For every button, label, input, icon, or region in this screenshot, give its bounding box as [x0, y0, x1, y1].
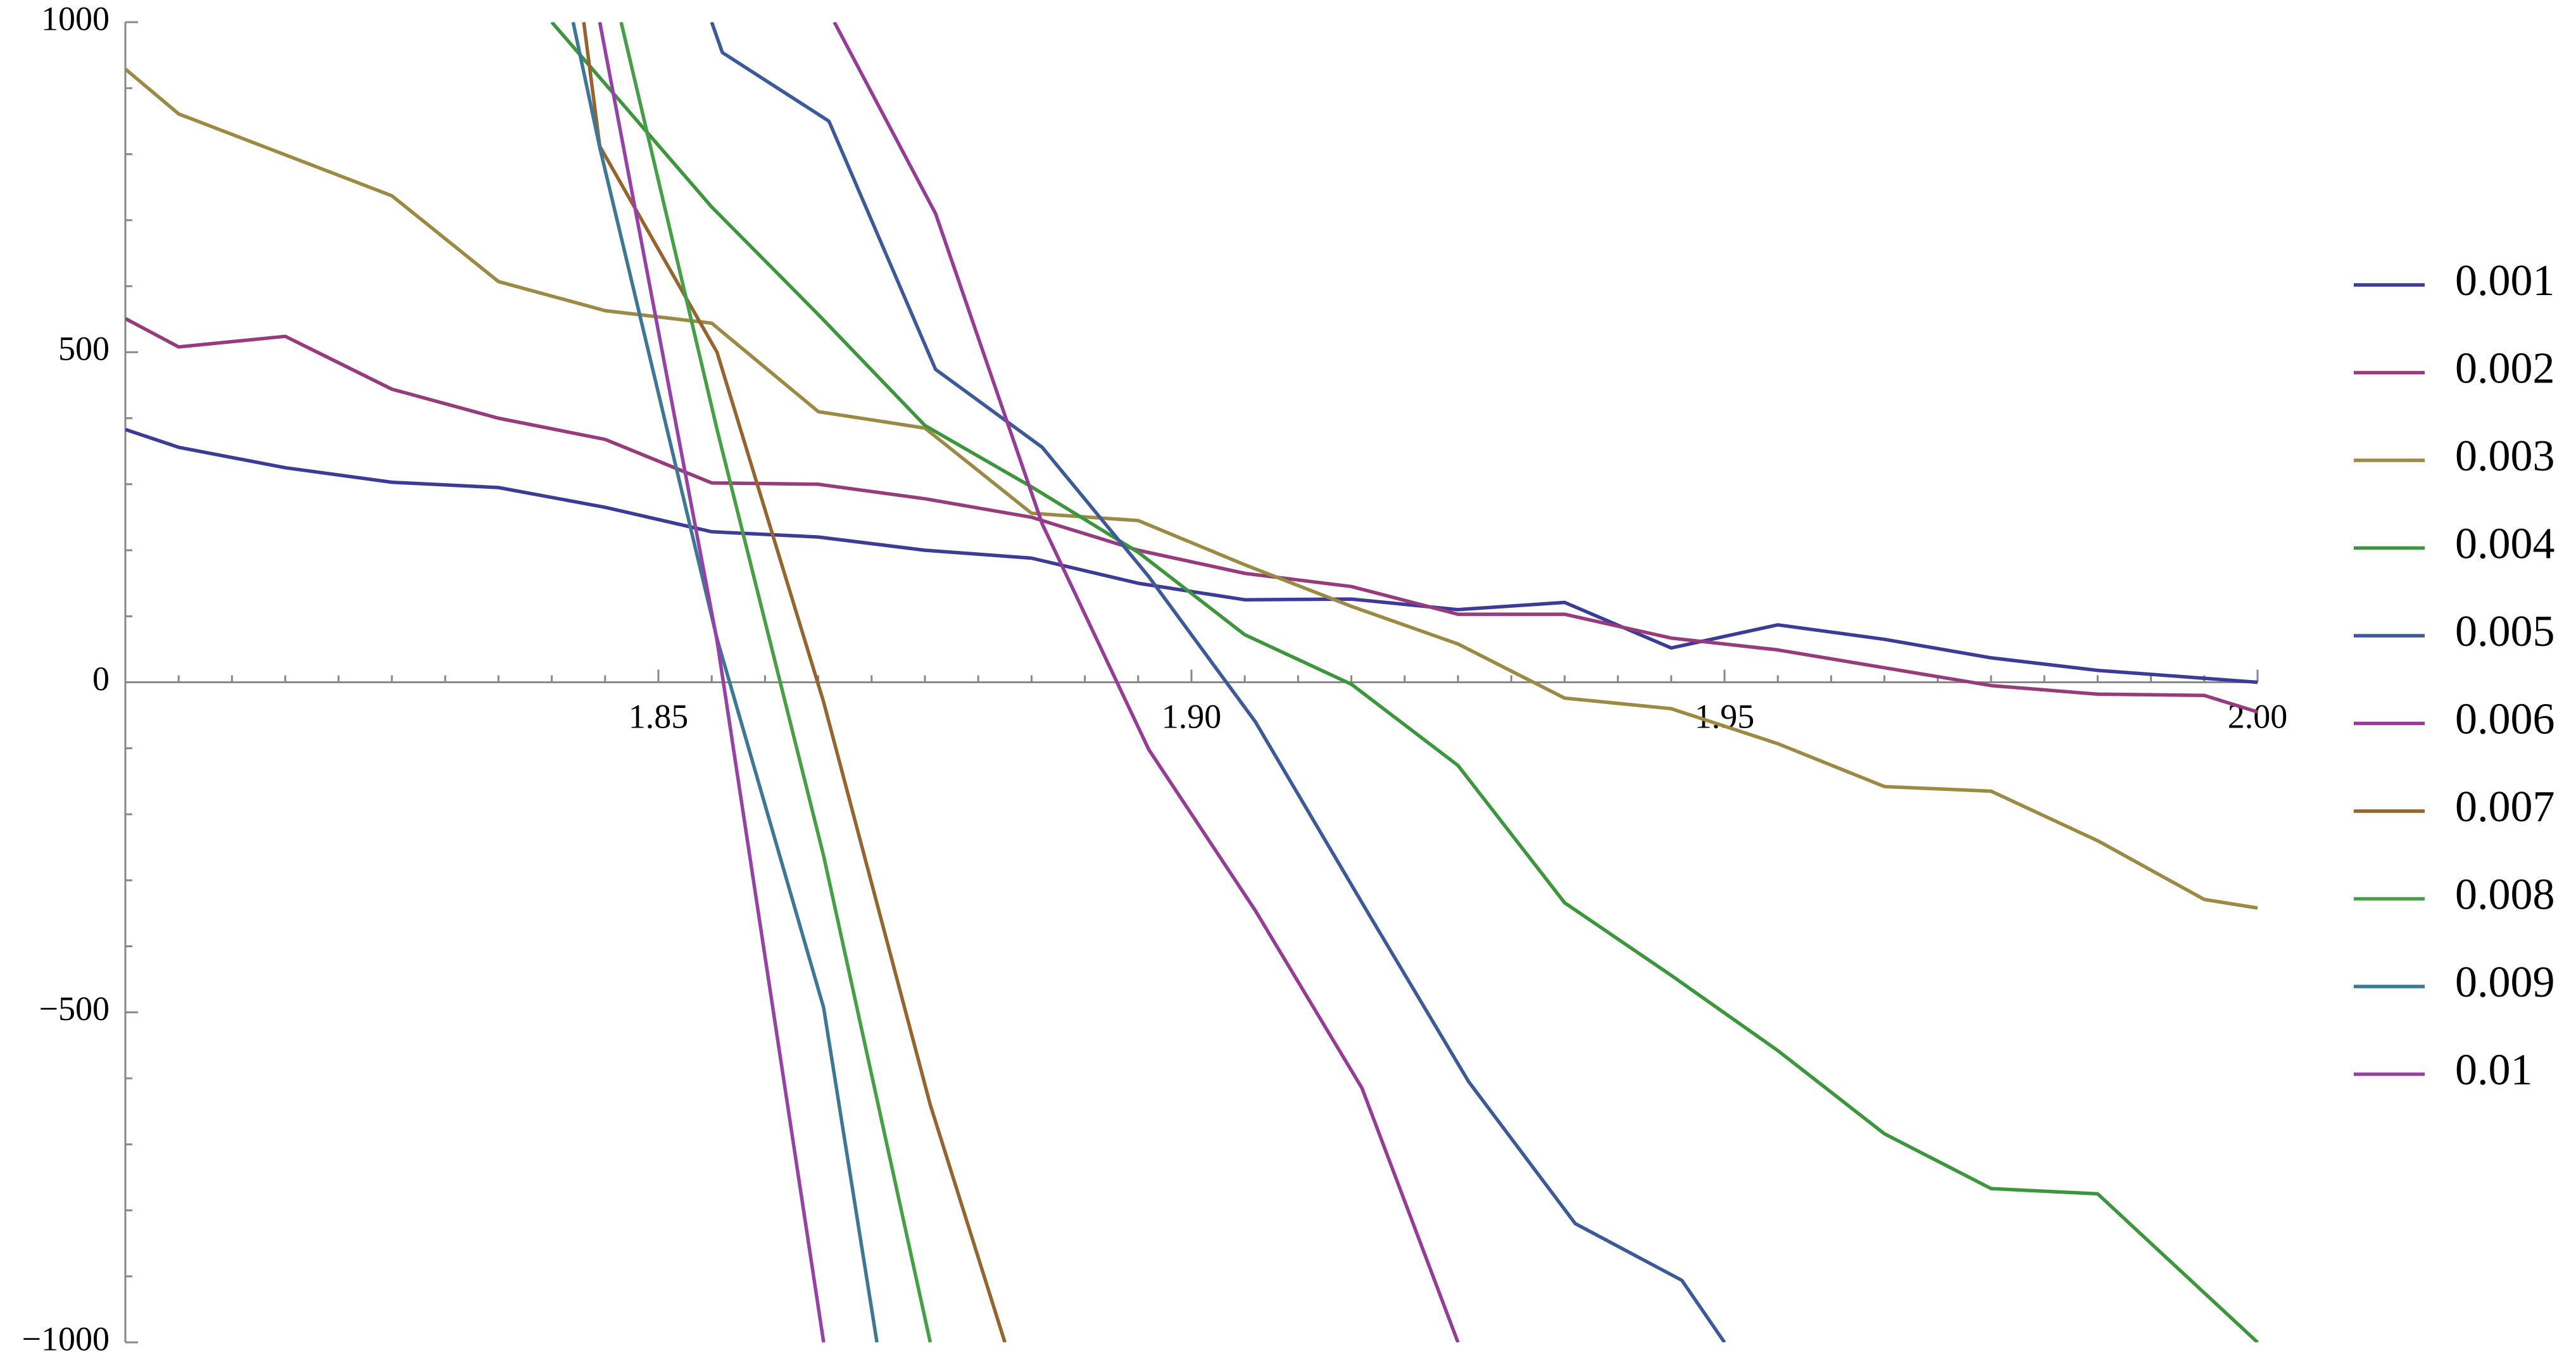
plot-area — [125, 22, 2259, 1342]
y-tick-label: 1000 — [41, 0, 110, 37]
x-tick-label: 1.85 — [629, 698, 689, 736]
series-line-0-002 — [125, 317, 2258, 714]
series-line-0-003 — [125, 67, 2258, 910]
series-line-0-008 — [619, 22, 933, 1342]
legend-label: 0.003 — [2455, 432, 2555, 481]
legend-label: 0.002 — [2455, 344, 2555, 393]
y-tick-label: 0 — [92, 660, 110, 698]
y-tick-label: −1000 — [22, 1320, 110, 1358]
series-line-0-004 — [550, 22, 2259, 1342]
legend-label: 0.01 — [2455, 1046, 2533, 1095]
legend-label: 0.007 — [2455, 783, 2555, 831]
legend-label: 0.009 — [2455, 958, 2555, 1007]
legend-label: 0.006 — [2455, 695, 2555, 744]
axes: 1000 500 0 −500 −1000 1.85 1.90 1.95 2.00 — [22, 0, 2288, 1358]
legend: 0.001 0.002 0.003 0.004 0.005 0.006 0.007 0.008… — [2354, 256, 2555, 1095]
legend-label: 0.008 — [2455, 871, 2555, 919]
x-tick-label: 1.95 — [1695, 698, 1755, 736]
series-line-0-001 — [125, 427, 2258, 684]
legend-label: 0.004 — [2455, 520, 2555, 569]
x-tick-label: 2.00 — [2228, 698, 2288, 736]
legend-label: 0.001 — [2455, 256, 2555, 305]
series-line-0-01 — [598, 22, 826, 1342]
series-line-0-005 — [710, 22, 1726, 1342]
x-tick-label: 1.90 — [1162, 698, 1222, 736]
series-line-0-006 — [832, 22, 1460, 1342]
y-tick-label: 500 — [58, 330, 110, 368]
legend-label: 0.005 — [2455, 607, 2555, 656]
series-line-0-007 — [582, 22, 1007, 1342]
y-tick-label: −500 — [39, 990, 110, 1028]
